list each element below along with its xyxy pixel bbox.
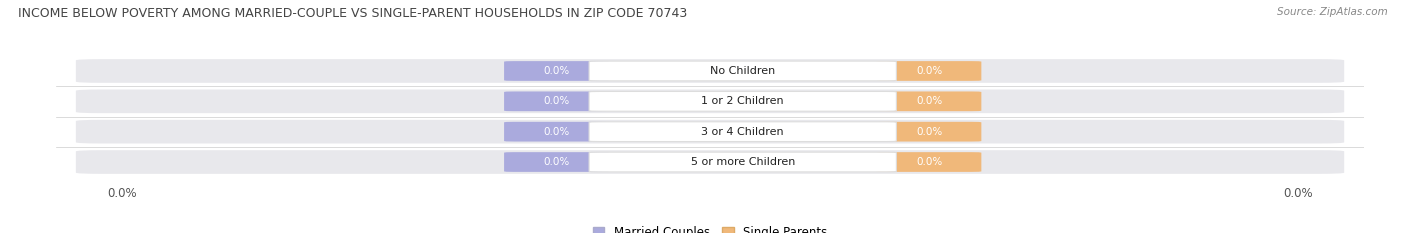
FancyBboxPatch shape	[589, 61, 897, 81]
Text: Source: ZipAtlas.com: Source: ZipAtlas.com	[1277, 7, 1388, 17]
FancyBboxPatch shape	[877, 152, 981, 172]
Text: 1 or 2 Children: 1 or 2 Children	[702, 96, 785, 106]
Text: 0.0%: 0.0%	[543, 157, 569, 167]
FancyBboxPatch shape	[76, 150, 1344, 174]
Text: 0.0%: 0.0%	[915, 127, 942, 137]
Text: 3 or 4 Children: 3 or 4 Children	[702, 127, 785, 137]
Text: 0.0%: 0.0%	[915, 157, 942, 167]
Text: 0.0%: 0.0%	[543, 96, 569, 106]
FancyBboxPatch shape	[589, 152, 897, 172]
Text: 0.0%: 0.0%	[915, 96, 942, 106]
Text: 0.0%: 0.0%	[915, 66, 942, 76]
Legend: Married Couples, Single Parents: Married Couples, Single Parents	[588, 221, 832, 233]
FancyBboxPatch shape	[505, 152, 609, 172]
Text: INCOME BELOW POVERTY AMONG MARRIED-COUPLE VS SINGLE-PARENT HOUSEHOLDS IN ZIP COD: INCOME BELOW POVERTY AMONG MARRIED-COUPL…	[18, 7, 688, 20]
FancyBboxPatch shape	[76, 89, 1344, 113]
Text: 0.0%: 0.0%	[543, 66, 569, 76]
FancyBboxPatch shape	[877, 92, 981, 111]
FancyBboxPatch shape	[505, 92, 609, 111]
FancyBboxPatch shape	[505, 61, 609, 81]
FancyBboxPatch shape	[76, 59, 1344, 83]
FancyBboxPatch shape	[76, 120, 1344, 144]
Text: 5 or more Children: 5 or more Children	[690, 157, 794, 167]
FancyBboxPatch shape	[877, 61, 981, 81]
FancyBboxPatch shape	[877, 122, 981, 141]
FancyBboxPatch shape	[589, 92, 897, 111]
Text: 0.0%: 0.0%	[543, 127, 569, 137]
FancyBboxPatch shape	[589, 122, 897, 141]
Text: No Children: No Children	[710, 66, 775, 76]
FancyBboxPatch shape	[505, 122, 609, 141]
